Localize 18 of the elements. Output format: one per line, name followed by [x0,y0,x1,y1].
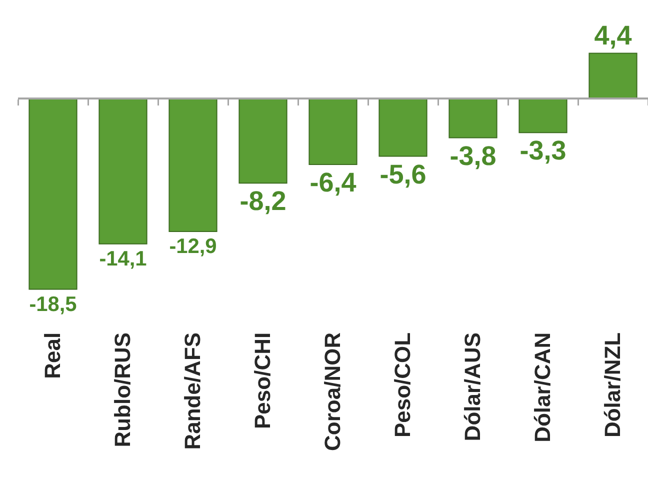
data-label: -3,3 [520,136,566,166]
x-tick-label: Dólar/AUS [460,332,486,442]
x-tick-label: Peso/COL [390,332,416,438]
data-label: -8,2 [240,186,286,216]
x-tick-label: Peso/CHI [250,332,276,429]
data-label: -5,6 [380,159,426,190]
data-label: -14,1 [99,247,148,270]
x-tick-label: Coroa/NOR [320,332,346,451]
data-label: -18,5 [29,292,78,316]
x-tick-label: Dólar/NZL [600,332,626,438]
data-label: -6,4 [310,168,356,198]
x-tick-label: Rublo/RUS [110,332,136,448]
data-label: -12,9 [169,235,217,258]
x-tick-label: Real [40,332,66,379]
data-label: -3,8 [450,140,496,171]
x-tick-label: Dólar/CAN [530,332,556,442]
data-label: 4,4 [594,20,632,50]
x-tick-label: Rande/AFS [180,332,206,450]
